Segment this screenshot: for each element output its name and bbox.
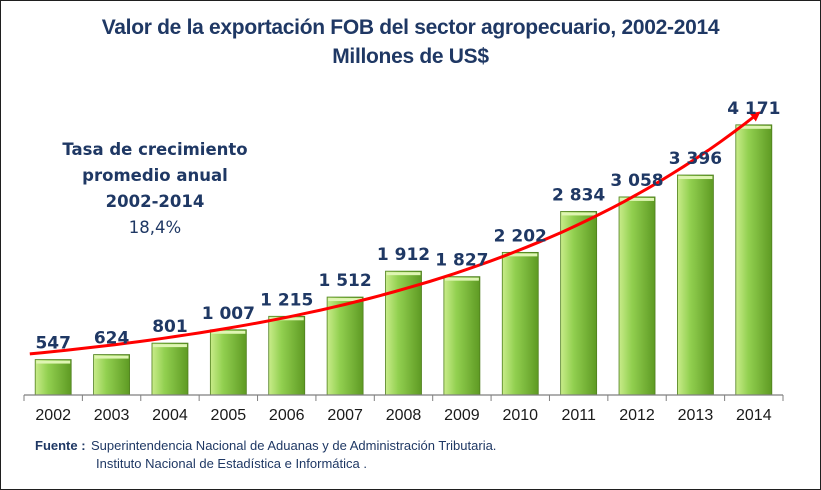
- chart-title: Valor de la exportación FOB del sector a…: [101, 16, 720, 39]
- bar-top-highlight: [328, 298, 363, 302]
- trend-line: [29, 111, 761, 356]
- x-tick-label-2014: 2014: [736, 407, 772, 424]
- bar-2014: [735, 124, 773, 396]
- bar-2007: [326, 296, 364, 396]
- x-tick-label-2008: 2008: [386, 407, 422, 424]
- x-tick-label-2011: 2011: [561, 407, 596, 424]
- x-tick-label-2010: 2010: [502, 407, 538, 424]
- value-label-2012: 3 058: [610, 171, 663, 191]
- value-label-2004: 801: [152, 317, 188, 337]
- value-label-2007: 1 512: [318, 271, 371, 291]
- bar-2012: [618, 196, 656, 396]
- bar-top-highlight: [444, 277, 479, 281]
- bar-2010: [501, 251, 539, 396]
- value-label-2009: 1 827: [435, 251, 488, 271]
- bar-2011: [560, 211, 598, 396]
- value-label-2011: 2 834: [552, 185, 605, 205]
- value-label-2008: 1 912: [377, 245, 430, 265]
- source-line-1: Superintendencia Nacional de Aduanas y d…: [91, 438, 497, 453]
- bar-2008: [385, 270, 422, 396]
- x-tick-label-2013: 2013: [678, 407, 714, 424]
- source-note: Fuente : Superintendencia Nacional de Adu…: [35, 437, 496, 473]
- value-label-2002: 547: [35, 334, 71, 354]
- chart-subtitle: Millones de US$: [332, 45, 489, 68]
- value-label-2013: 3 396: [669, 149, 722, 169]
- x-tick-label-2007: 2007: [327, 407, 363, 424]
- value-label-2010: 2 202: [494, 226, 547, 246]
- annotation-line-3: 2002-2014: [105, 192, 205, 211]
- annotation-line-2: promedio anual: [82, 166, 228, 185]
- x-tick-label-2006: 2006: [269, 407, 305, 424]
- trend-line-group: [29, 111, 761, 356]
- x-tick-label-2002: 2002: [35, 407, 71, 424]
- bar-2005: [209, 329, 247, 396]
- annotation-line-1: Tasa de crecimiento: [62, 140, 248, 159]
- bar-top-highlight: [561, 212, 596, 216]
- bar-2004: [151, 342, 189, 396]
- value-label-2006: 1 215: [260, 290, 313, 310]
- bar-top-highlight: [736, 125, 771, 129]
- x-tick-label-2012: 2012: [619, 407, 655, 424]
- bar-2009: [443, 276, 481, 396]
- x-tick-labels-group: 2002 2003 2004 2005 2006 2007 2008 2009 2010 2011…: [35, 407, 771, 424]
- bar-top-highlight: [503, 253, 538, 257]
- bar-top-highlight: [386, 272, 421, 276]
- bar-top-highlight: [94, 355, 129, 359]
- x-tick-label-2005: 2005: [211, 407, 247, 424]
- bar-top-highlight: [211, 330, 246, 334]
- bar-top-highlight: [36, 360, 71, 364]
- value-label-2005: 1 007: [202, 304, 255, 324]
- source-line-2: Instituto Nacional de Estadística e Info…: [96, 456, 367, 471]
- bar-2013: [677, 174, 714, 396]
- x-tick-label-2009: 2009: [444, 407, 480, 424]
- bar-2002: [34, 359, 72, 396]
- source-label: Fuente :: [35, 438, 86, 453]
- bar-top-highlight: [678, 176, 713, 180]
- bar-top-highlight: [152, 344, 187, 348]
- x-axis: [23, 394, 784, 401]
- bar-2006: [268, 315, 306, 396]
- bar-top-highlight: [620, 197, 655, 201]
- annotation-rate: 18,4%: [128, 218, 182, 237]
- value-label-2003: 624: [94, 329, 130, 349]
- value-label-2014: 4 171: [727, 99, 780, 119]
- x-tick-label-2003: 2003: [94, 407, 130, 424]
- x-tick-label-2004: 2004: [152, 407, 188, 424]
- growth-rate-annotation: Tasa de crecimiento promedio anual 2002-…: [40, 137, 270, 241]
- bars-group: [34, 124, 773, 396]
- bar-2003: [93, 354, 130, 396]
